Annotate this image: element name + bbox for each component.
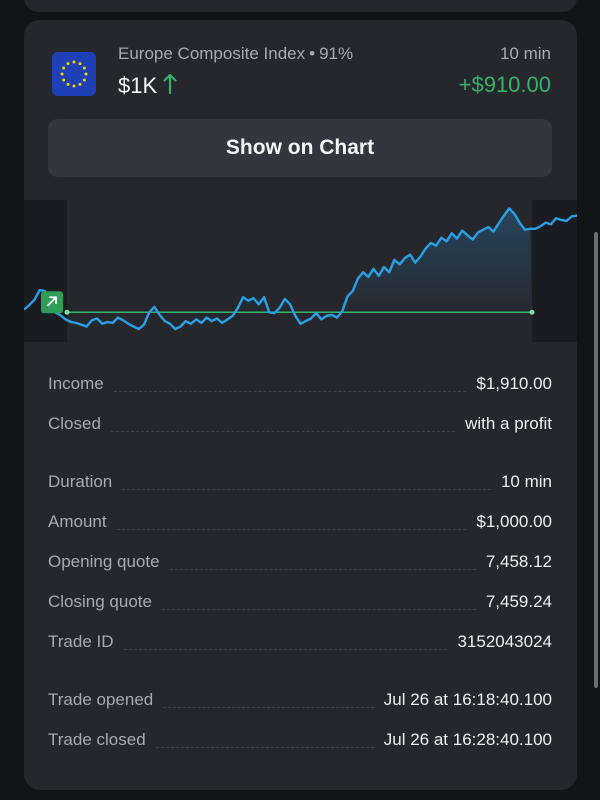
detail-row: Amount $1,000.00 [48,502,552,542]
dotted-leader [116,529,467,530]
trade-amount: $1K [118,73,158,98]
detail-label: Duration [48,472,113,491]
detail-value: Jul 26 at 16:18:40.100 [383,690,552,709]
flag-star [72,60,76,64]
dotted-leader [110,431,456,432]
detail-label: Closing quote [48,592,152,611]
flag-star [82,66,86,70]
separator-dot: • [309,44,316,63]
detail-value: 3152043024 [457,632,552,651]
flag-star [66,82,70,86]
flag-star [62,66,66,70]
flag-star [62,78,66,82]
trade-duration: 10 min [499,44,551,63]
dotted-leader [123,649,448,650]
detail-label: Trade opened [48,690,154,709]
dotted-leader [113,391,467,392]
trade-details-list: Income $1,910.00 Closed with a profit Durati… [48,364,552,760]
trade-direction-marker [41,291,63,314]
asset-name: Europe Composite Index [118,44,306,63]
flag-star [72,84,76,88]
flag-star [60,72,64,76]
chart-pre-trade-zone [24,200,67,342]
detail-value: Jul 26 at 16:28:40.100 [383,730,552,749]
detail-value: 7,459.24 [485,592,552,611]
detail-row: Trade closed Jul 26 at 16:28:40.100 [48,720,552,760]
dotted-leader [163,707,374,708]
detail-row: Trade ID 3152043024 [48,622,552,662]
dotted-leader [122,489,491,490]
detail-row: Duration 10 min [48,462,552,502]
price-line [24,207,577,331]
detail-label: Income [48,374,104,393]
detail-value: $1,000.00 [476,512,552,531]
flag-star [66,62,70,66]
previous-trade-card [24,0,577,12]
asset-title: Europe Composite Index • 91% [118,44,353,64]
detail-label: Amount [48,512,107,531]
arrow-up-icon [163,72,177,100]
detail-value: 10 min [500,472,552,491]
detail-label: Trade closed [48,730,146,749]
eu-flag-icon [52,52,96,96]
flag-star [82,78,86,82]
flag-star [78,82,82,86]
dotted-leader [169,569,476,570]
trade-amount-row: $1K [118,72,177,100]
detail-value: $1,910.00 [476,374,552,393]
dotted-leader [155,747,374,748]
detail-row: Closed with a profit [48,404,552,444]
detail-row: Closing quote 7,459.24 [48,582,552,622]
trade-profit: +$910.00 [458,72,551,97]
detail-label: Closed [48,414,101,433]
trade-details-card: Europe Composite Index • 91% $1K 10 min +$… [24,20,577,790]
trade-open-point [64,309,70,315]
section-gap [48,444,552,462]
detail-value: 7,458.12 [485,552,552,571]
flag-star [84,72,88,76]
detail-label: Trade ID [48,632,114,651]
detail-row: Opening quote 7,458.12 [48,542,552,582]
trade-close-point [529,309,535,315]
eu-flag-graphic [52,52,96,96]
price-area-fill [67,208,532,313]
detail-label: Opening quote [48,552,160,571]
chart-post-trade-zone [532,200,577,342]
flag-star [78,62,82,66]
detail-row: Income $1,910.00 [48,364,552,404]
show-on-chart-button[interactable]: Show on Chart [48,119,552,177]
dotted-leader [161,609,476,610]
payout-percent: 91% [319,44,354,63]
trade-chart [24,200,577,342]
section-gap [48,662,552,680]
detail-value: with a profit [465,414,552,433]
detail-row: Trade opened Jul 26 at 16:18:40.100 [48,680,552,720]
scrollbar-thumb[interactable] [594,232,598,688]
